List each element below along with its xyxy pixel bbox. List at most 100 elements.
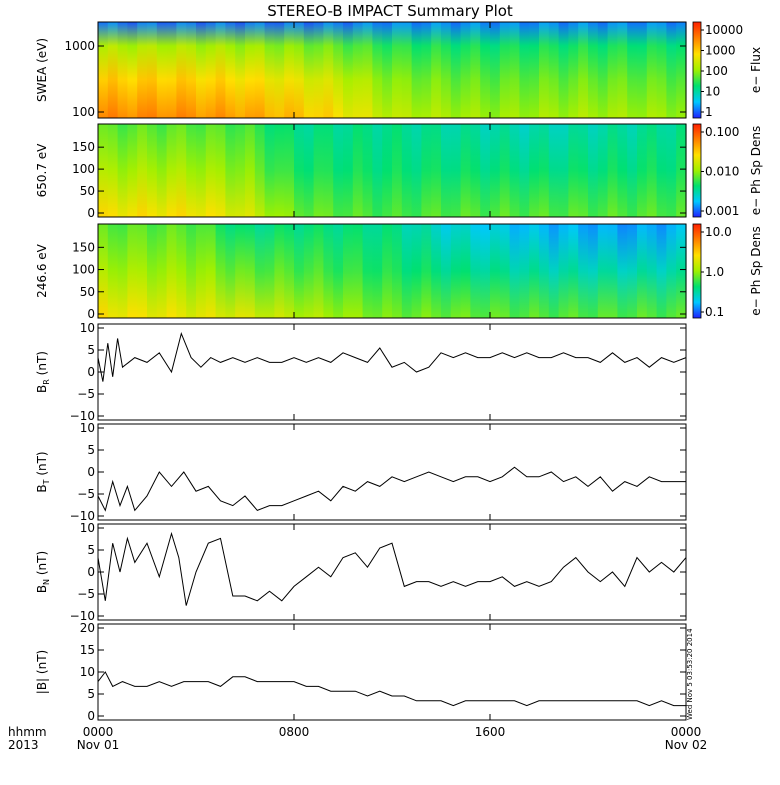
heatmap-column bbox=[313, 224, 324, 318]
heatmap-column bbox=[460, 22, 471, 118]
heatmap-column bbox=[401, 124, 413, 217]
heatmap-column bbox=[215, 124, 226, 217]
x-tick-time: 0000 bbox=[671, 725, 702, 739]
heatmap-column bbox=[568, 124, 579, 217]
heatmap-column bbox=[156, 124, 168, 217]
heatmap-column bbox=[401, 22, 413, 118]
heatmap-column bbox=[176, 22, 187, 118]
heatmap-column bbox=[578, 22, 589, 118]
heatmap-column bbox=[147, 224, 158, 318]
heatmap-column bbox=[245, 224, 256, 318]
heatmap-column bbox=[607, 124, 618, 217]
heatmap-column bbox=[441, 224, 452, 318]
colorbar-2: 0.100 0.010 0.001 e− Ph Sp Dens bbox=[692, 123, 763, 218]
colorbar-label: e− Flux bbox=[749, 47, 763, 93]
heatmap-column bbox=[607, 224, 618, 318]
y-tick-label: 15 bbox=[80, 643, 95, 657]
y-axis-label-sub: R bbox=[42, 379, 51, 385]
heatmap-column bbox=[470, 22, 481, 118]
heatmap-column bbox=[441, 124, 452, 217]
heatmap-column bbox=[519, 224, 530, 318]
heatmap-column bbox=[558, 124, 569, 217]
heatmap-column bbox=[421, 224, 432, 318]
heatmap-column bbox=[284, 224, 295, 318]
panel-frame bbox=[97, 21, 687, 119]
heatmap-column bbox=[284, 22, 295, 118]
heatmap-column bbox=[343, 22, 354, 118]
heatmap-column bbox=[137, 224, 148, 318]
heatmap-column bbox=[186, 124, 197, 217]
heatmap-column bbox=[166, 224, 177, 318]
heatmap-column bbox=[509, 22, 520, 118]
heatmap-column bbox=[372, 22, 383, 118]
heatmap-column bbox=[539, 22, 550, 118]
heatmap-column bbox=[450, 224, 462, 318]
panel-5: 10 5 0 −5 −10 BT (nT) bbox=[35, 421, 687, 523]
colorbar-tick-label: 10 bbox=[705, 85, 720, 99]
heatmap-column bbox=[98, 124, 109, 217]
heatmap-column bbox=[627, 224, 638, 318]
y-axis-label: BT (nT) bbox=[35, 451, 51, 492]
heatmap-column bbox=[519, 22, 530, 118]
panel-4: 10 5 0 −5 −10 BR (nT) bbox=[35, 321, 687, 423]
heatmap-column bbox=[578, 124, 589, 217]
y-tick-label: 10 bbox=[80, 321, 95, 335]
heatmap-column bbox=[343, 124, 354, 217]
y-tick-label: 0 bbox=[87, 565, 95, 579]
heatmap-column bbox=[235, 224, 246, 318]
colorbar-tick-label: 1000 bbox=[705, 44, 736, 58]
y-tick-label: 150 bbox=[72, 240, 95, 254]
y-axis-label-sub: N bbox=[42, 579, 51, 585]
heatmap-column bbox=[137, 22, 148, 118]
heatmap-column bbox=[303, 22, 315, 118]
heatmap-column bbox=[499, 224, 511, 318]
heatmap-column bbox=[588, 124, 599, 217]
heatmap-column bbox=[646, 124, 658, 217]
y-axis-label: BN (nT) bbox=[35, 551, 51, 593]
heatmap-column bbox=[597, 224, 609, 318]
heatmap-column bbox=[411, 22, 422, 118]
y-tick-label: 0 bbox=[87, 206, 95, 220]
y-tick-label: −5 bbox=[77, 387, 95, 401]
heatmap-column bbox=[333, 224, 344, 318]
heatmap-column bbox=[637, 124, 648, 217]
y-axis-label-unit: (nT) bbox=[35, 451, 49, 479]
heatmap-column bbox=[245, 22, 256, 118]
heatmap-column bbox=[646, 224, 658, 318]
heatmap-column bbox=[480, 124, 491, 217]
heatmap-column bbox=[519, 124, 530, 217]
y-tick-label: 100 bbox=[72, 263, 95, 277]
series-line bbox=[97, 332, 687, 382]
heatmap-column bbox=[303, 124, 315, 217]
heatmap-column bbox=[480, 22, 491, 118]
heatmap-column bbox=[215, 22, 226, 118]
heatmap-column bbox=[107, 224, 119, 318]
heatmap-column bbox=[225, 124, 236, 217]
heatmap-column bbox=[264, 124, 275, 217]
y-axis-label-unit: (nT) bbox=[35, 351, 49, 379]
heatmap-column bbox=[637, 224, 648, 318]
heatmap-column bbox=[196, 22, 207, 118]
heatmap-column bbox=[411, 224, 422, 318]
heatmap-column bbox=[186, 224, 197, 318]
heatmap-column bbox=[509, 224, 520, 318]
heatmap-column bbox=[176, 124, 187, 217]
heatmap-column bbox=[411, 124, 422, 217]
heatmap-column bbox=[137, 124, 148, 217]
panel-frame bbox=[97, 323, 687, 421]
heatmap-column bbox=[607, 22, 618, 118]
heatmap-column bbox=[303, 224, 315, 318]
y-tick-label: 0 bbox=[87, 465, 95, 479]
heatmap-column bbox=[274, 22, 285, 118]
heatmap-column bbox=[156, 224, 168, 318]
heatmap-column bbox=[656, 124, 667, 217]
heatmap-column bbox=[529, 224, 540, 318]
heatmap-column bbox=[264, 224, 275, 318]
heatmap-column bbox=[333, 22, 344, 118]
heatmap-column bbox=[392, 22, 403, 118]
heatmap-column bbox=[666, 22, 677, 118]
panel-frame bbox=[97, 623, 687, 721]
y-tick-label: 5 bbox=[87, 543, 95, 557]
heatmap-column bbox=[313, 124, 324, 217]
